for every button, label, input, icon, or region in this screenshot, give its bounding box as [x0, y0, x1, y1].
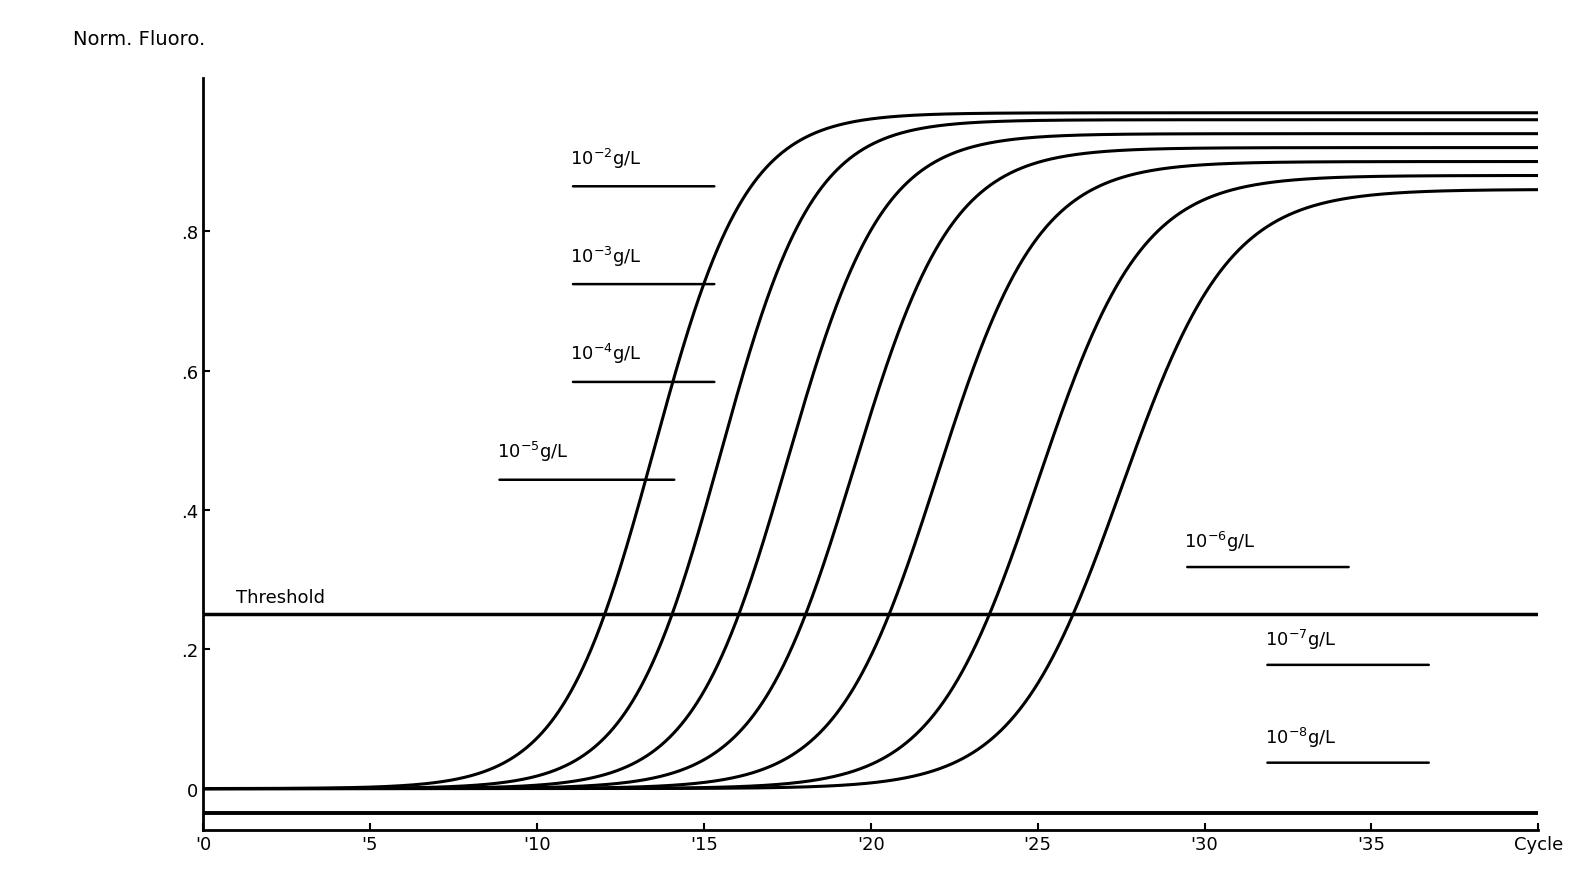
Text: $10^{-4}$g/L: $10^{-4}$g/L [570, 342, 642, 366]
Text: $10^{-5}$g/L: $10^{-5}$g/L [497, 439, 568, 463]
Text: $10^{-7}$g/L: $10^{-7}$g/L [1264, 627, 1337, 651]
Text: $10^{-2}$g/L: $10^{-2}$g/L [570, 146, 642, 170]
Y-axis label: Norm. Fluoro.: Norm. Fluoro. [73, 30, 205, 49]
Text: $10^{-3}$g/L: $10^{-3}$g/L [570, 245, 642, 268]
Text: $10^{-6}$g/L: $10^{-6}$g/L [1185, 530, 1256, 554]
Text: $10^{-8}$g/L: $10^{-8}$g/L [1264, 726, 1337, 750]
Text: Threshold: Threshold [237, 588, 325, 606]
